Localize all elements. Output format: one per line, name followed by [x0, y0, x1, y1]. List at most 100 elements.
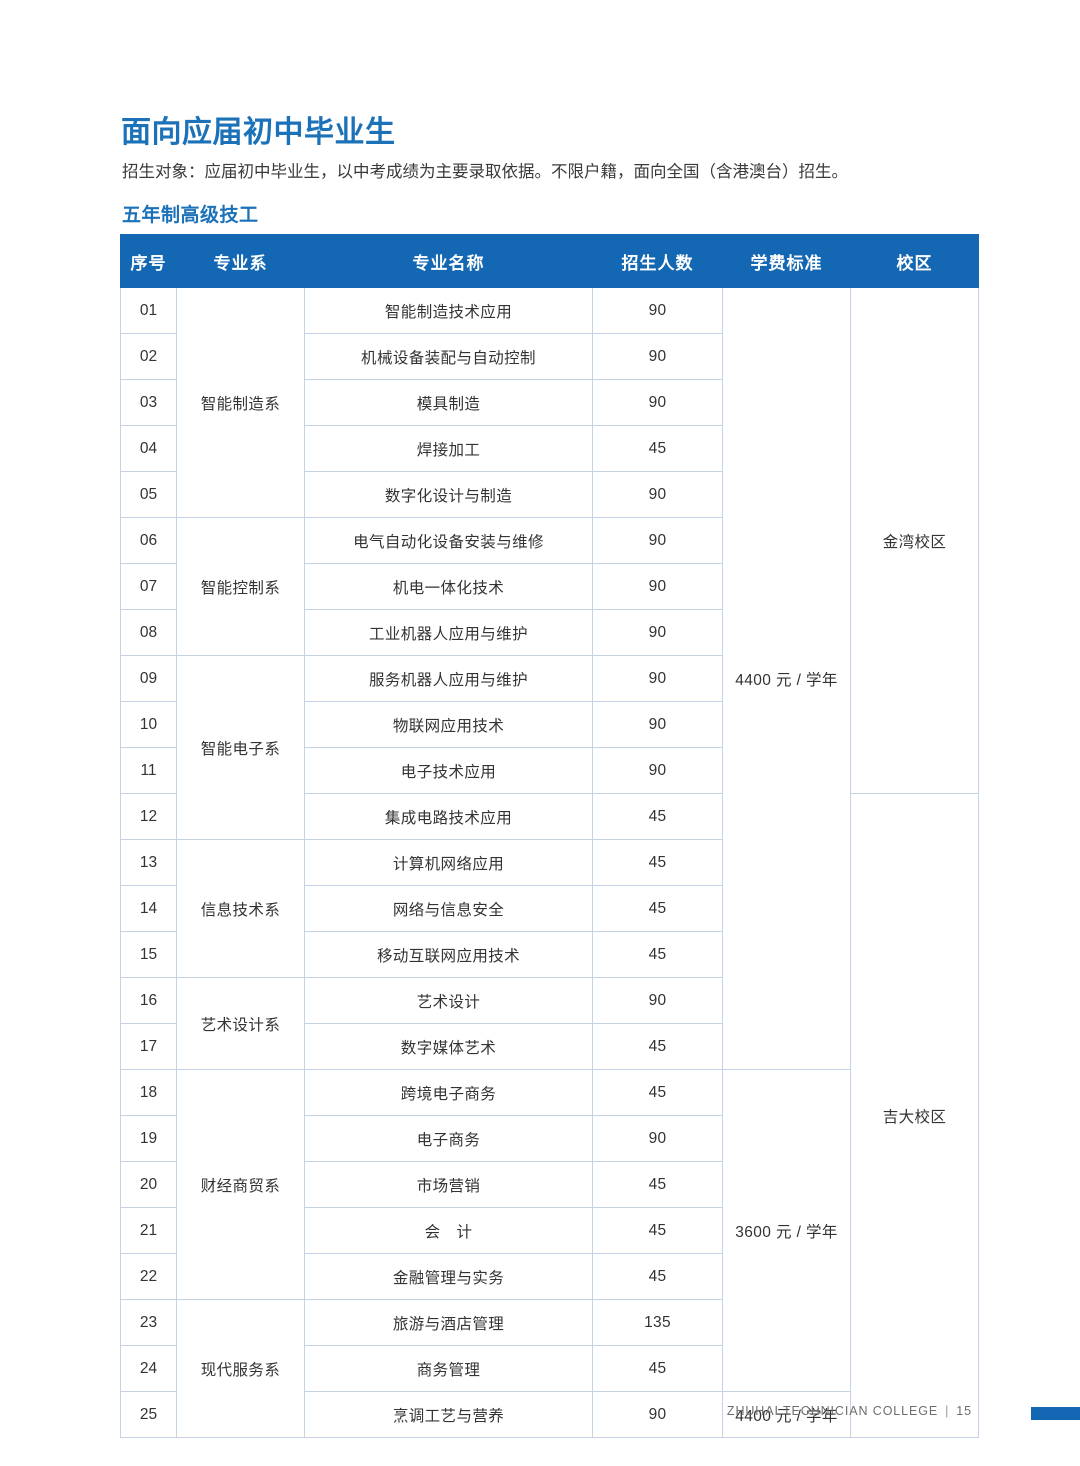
cell-serial-number: 02	[120, 333, 177, 380]
cell-enrollment-quota: 45	[592, 1069, 723, 1116]
enrollment-plan-table: 序号 专业系 专业名称 招生人数 学费标准 校区 01 智能制造系 智能制造技术应用…	[120, 234, 979, 1438]
cell-major-name: 电子技术应用	[304, 747, 593, 794]
column-header-fee: 学费标准	[722, 234, 851, 288]
table-row: 09 智能电子系 服务机器人应用与维护 90	[120, 655, 979, 840]
cell-serial-number: 08	[120, 609, 177, 656]
table-row: 04 焊接加工 45	[120, 425, 979, 472]
cell-major-name: 移动互联网应用技术	[304, 931, 593, 978]
cell-department: 智能控制系	[176, 517, 305, 656]
cell-enrollment-quota: 90	[592, 609, 723, 656]
column-header-major: 专业名称	[304, 234, 593, 288]
cell-major-name: 会 计	[304, 1207, 593, 1254]
cell-major-name: 数字化设计与制造	[304, 471, 593, 518]
cell-major-name: 电子商务	[304, 1115, 593, 1162]
cell-serial-number: 01	[120, 287, 177, 334]
cell-serial-number: 11	[120, 747, 177, 794]
cell-serial-number: 19	[120, 1115, 177, 1162]
cell-major-name: 机电一体化技术	[304, 563, 593, 610]
table-row: 18 财经商贸系 跨境电子商务 45 3600 元 / 学年	[120, 1069, 979, 1392]
cell-enrollment-quota: 90	[592, 1391, 723, 1438]
cell-enrollment-quota: 45	[592, 793, 723, 840]
table-row: 22 金融管理与实务 45	[120, 1253, 979, 1300]
footer-text: ZHUHAI TECHNICIAN COLLEGE | 15	[727, 1404, 972, 1418]
footer-accent-bar	[1031, 1407, 1080, 1420]
cell-enrollment-quota: 90	[592, 379, 723, 426]
table-row: 11 电子技术应用 90	[120, 747, 979, 794]
cell-major-name: 集成电路技术应用	[304, 793, 593, 840]
cell-major-name: 工业机器人应用与维护	[304, 609, 593, 656]
cell-department: 艺术设计系	[176, 977, 305, 1070]
cell-department: 智能制造系	[176, 287, 305, 518]
table-body: 01 智能制造系 智能制造技术应用 90 4400 元 / 学年 金湾校区 02 机械设备装配…	[120, 287, 979, 1438]
section-title: 五年制高级技工	[122, 204, 259, 226]
footer-institution: ZHUHAI TECHNICIAN COLLEGE	[726, 1404, 939, 1418]
cell-serial-number: 25	[120, 1391, 177, 1438]
table-header: 序号 专业系 专业名称 招生人数 学费标准 校区	[120, 234, 979, 288]
cell-enrollment-quota: 90	[592, 471, 723, 518]
cell-serial-number: 17	[120, 1023, 177, 1070]
cell-enrollment-quota: 90	[592, 563, 723, 610]
cell-serial-number: 24	[120, 1345, 177, 1392]
enrollment-plan-table-wrap: 序号 专业系 专业名称 招生人数 学费标准 校区 01 智能制造系 智能制造技术应用…	[120, 234, 979, 1438]
cell-enrollment-quota: 45	[592, 1161, 723, 1208]
cell-enrollment-quota: 45	[592, 839, 723, 886]
cell-serial-number: 12	[120, 793, 177, 840]
table-row: 08 工业机器人应用与维护 90	[120, 609, 979, 656]
cell-serial-number: 06	[120, 517, 177, 564]
cell-major-name: 市场营销	[304, 1161, 593, 1208]
page-footer: ZHUHAI TECHNICIAN COLLEGE | 15	[0, 1404, 1080, 1434]
cell-department: 智能电子系	[176, 655, 305, 840]
cell-tuition-fee: 3600 元 / 学年	[722, 1069, 851, 1392]
table-row: 17 数字媒体艺术 45	[120, 1023, 979, 1070]
cell-serial-number: 10	[120, 701, 177, 748]
table-row: 02 机械设备装配与自动控制 90	[120, 333, 979, 380]
cell-major-name: 商务管理	[304, 1345, 593, 1392]
table-row: 21 会 计 45	[120, 1207, 979, 1254]
cell-major-name: 机械设备装配与自动控制	[304, 333, 593, 380]
cell-tuition-fee: 4400 元 / 学年	[722, 287, 851, 1070]
cell-serial-number: 14	[120, 885, 177, 932]
footer-page-number: 15	[956, 1404, 972, 1418]
cell-enrollment-quota: 90	[592, 655, 723, 702]
column-header-dept: 专业系	[176, 234, 305, 288]
table-row: 19 电子商务 90	[120, 1115, 979, 1162]
cell-serial-number: 18	[120, 1069, 177, 1116]
cell-serial-number: 13	[120, 839, 177, 886]
cell-enrollment-quota: 45	[592, 1345, 723, 1392]
cell-major-name: 服务机器人应用与维护	[304, 655, 593, 702]
cell-enrollment-quota: 90	[592, 287, 723, 334]
cell-serial-number: 23	[120, 1299, 177, 1346]
cell-enrollment-quota: 45	[592, 931, 723, 978]
table-row: 24 商务管理 45	[120, 1345, 979, 1392]
table-header-row: 序号 专业系 专业名称 招生人数 学费标准 校区	[120, 234, 979, 288]
cell-enrollment-quota: 90	[592, 1115, 723, 1162]
table-row: 20 市场营销 45	[120, 1161, 979, 1208]
cell-department: 现代服务系	[176, 1299, 305, 1438]
table-row: 01 智能制造系 智能制造技术应用 90 4400 元 / 学年 金湾校区	[120, 287, 979, 1070]
cell-enrollment-quota: 45	[592, 425, 723, 472]
cell-serial-number: 09	[120, 655, 177, 702]
cell-serial-number: 21	[120, 1207, 177, 1254]
cell-enrollment-quota: 90	[592, 747, 723, 794]
cell-enrollment-quota: 90	[592, 333, 723, 380]
cell-major-name: 计算机网络应用	[304, 839, 593, 886]
table-row: 06 智能控制系 电气自动化设备安装与维修 90	[120, 517, 979, 656]
table-row: 03 模具制造 90	[120, 379, 979, 426]
cell-major-name: 模具制造	[304, 379, 593, 426]
cell-serial-number: 22	[120, 1253, 177, 1300]
cell-campus: 金湾校区	[850, 287, 979, 794]
cell-enrollment-quota: 45	[592, 885, 723, 932]
cell-tuition-fee: 4400 元 / 学年	[722, 1391, 851, 1438]
cell-major-name: 网络与信息安全	[304, 885, 593, 932]
cell-major-name: 电气自动化设备安装与维修	[304, 517, 593, 564]
cell-department: 信息技术系	[176, 839, 305, 978]
cell-major-name: 艺术设计	[304, 977, 593, 1024]
footer-separator: |	[945, 1404, 950, 1418]
cell-major-name: 旅游与酒店管理	[304, 1299, 593, 1346]
cell-enrollment-quota: 45	[592, 1207, 723, 1254]
table-row: 25 烹调工艺与营养 90 4400 元 / 学年	[120, 1391, 979, 1438]
cell-serial-number: 04	[120, 425, 177, 472]
cell-serial-number: 16	[120, 977, 177, 1024]
page-title: 面向应届初中毕业生	[121, 116, 396, 150]
